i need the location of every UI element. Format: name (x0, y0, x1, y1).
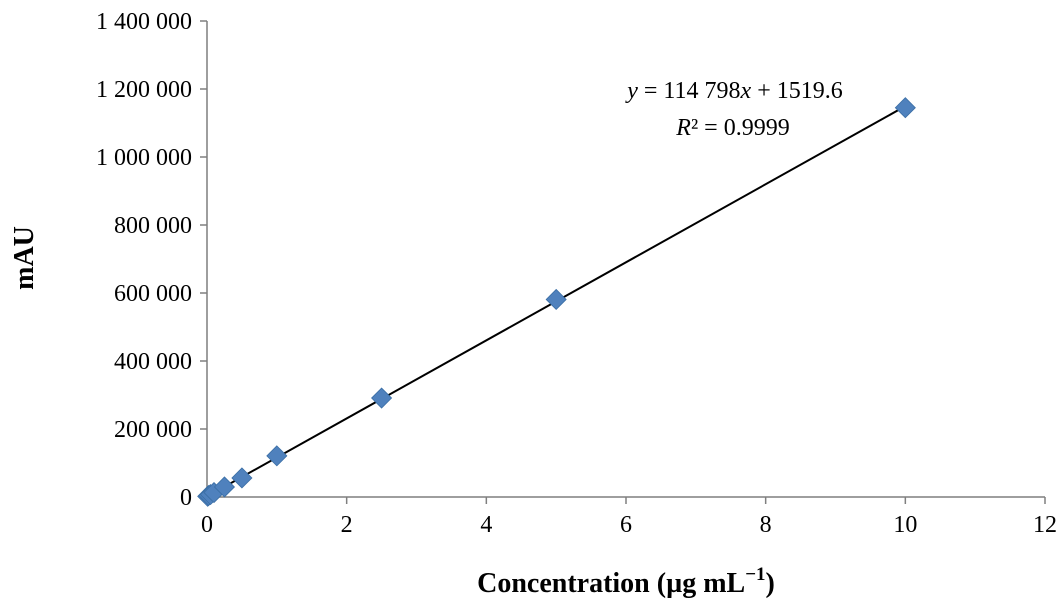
r2-value: ² = 0.9999 (691, 115, 790, 141)
equation-intercept: + 1519.6 (751, 78, 843, 104)
data-point-marker (371, 387, 393, 409)
data-point-marker (545, 288, 567, 311)
y-tick-label: 800 000 (114, 213, 192, 239)
data-point-marker (266, 445, 288, 467)
y-tick-label: 1 200 000 (96, 77, 192, 103)
data-point-marker (231, 467, 253, 489)
y-axis-title: mAU (9, 226, 40, 290)
x-tick-label: 4 (480, 512, 492, 538)
y-tick-label: 600 000 (114, 281, 192, 307)
y-tick-label: 1 000 000 (96, 145, 192, 171)
x-tick-label: 0 (201, 512, 213, 538)
equation-slope: = 114 798 (638, 78, 741, 104)
x-axis-title-superscript: −1 (745, 564, 765, 585)
data-point-marker (894, 97, 916, 119)
x-axis-title: Concentration (µg mL−1) (477, 564, 775, 599)
y-tick-label: 0 (180, 485, 192, 511)
x-axis-ticks: 0 2 4 6 8 10 12 (201, 497, 1057, 538)
x-tick-label: 10 (893, 512, 917, 538)
y-tick-label: 200 000 (114, 417, 192, 443)
trendline-equation: y = 114 798x + 1519.6 (625, 78, 843, 104)
data-point-marker (213, 476, 236, 498)
x-tick-label: 2 (341, 512, 353, 538)
y-tick-label: 1 400 000 (96, 9, 192, 35)
r2-var: R (675, 115, 691, 141)
r-squared-annotation: R² = 0.9999 (675, 115, 789, 141)
x-tick-label: 12 (1033, 512, 1057, 538)
x-axis-title-main: Concentration (µg mL (477, 568, 745, 599)
x-axis-title-close: ) (766, 568, 775, 599)
equation-x-var: x (740, 78, 752, 104)
equation-y-var: y (625, 78, 638, 104)
x-tick-label: 6 (620, 512, 632, 538)
y-axis-ticks: 0 200 000 400 000 600 000 800 000 1 000 000 1 … (96, 9, 207, 511)
y-tick-label: 400 000 (114, 349, 192, 375)
x-tick-label: 8 (760, 512, 772, 538)
data-points (197, 97, 916, 507)
